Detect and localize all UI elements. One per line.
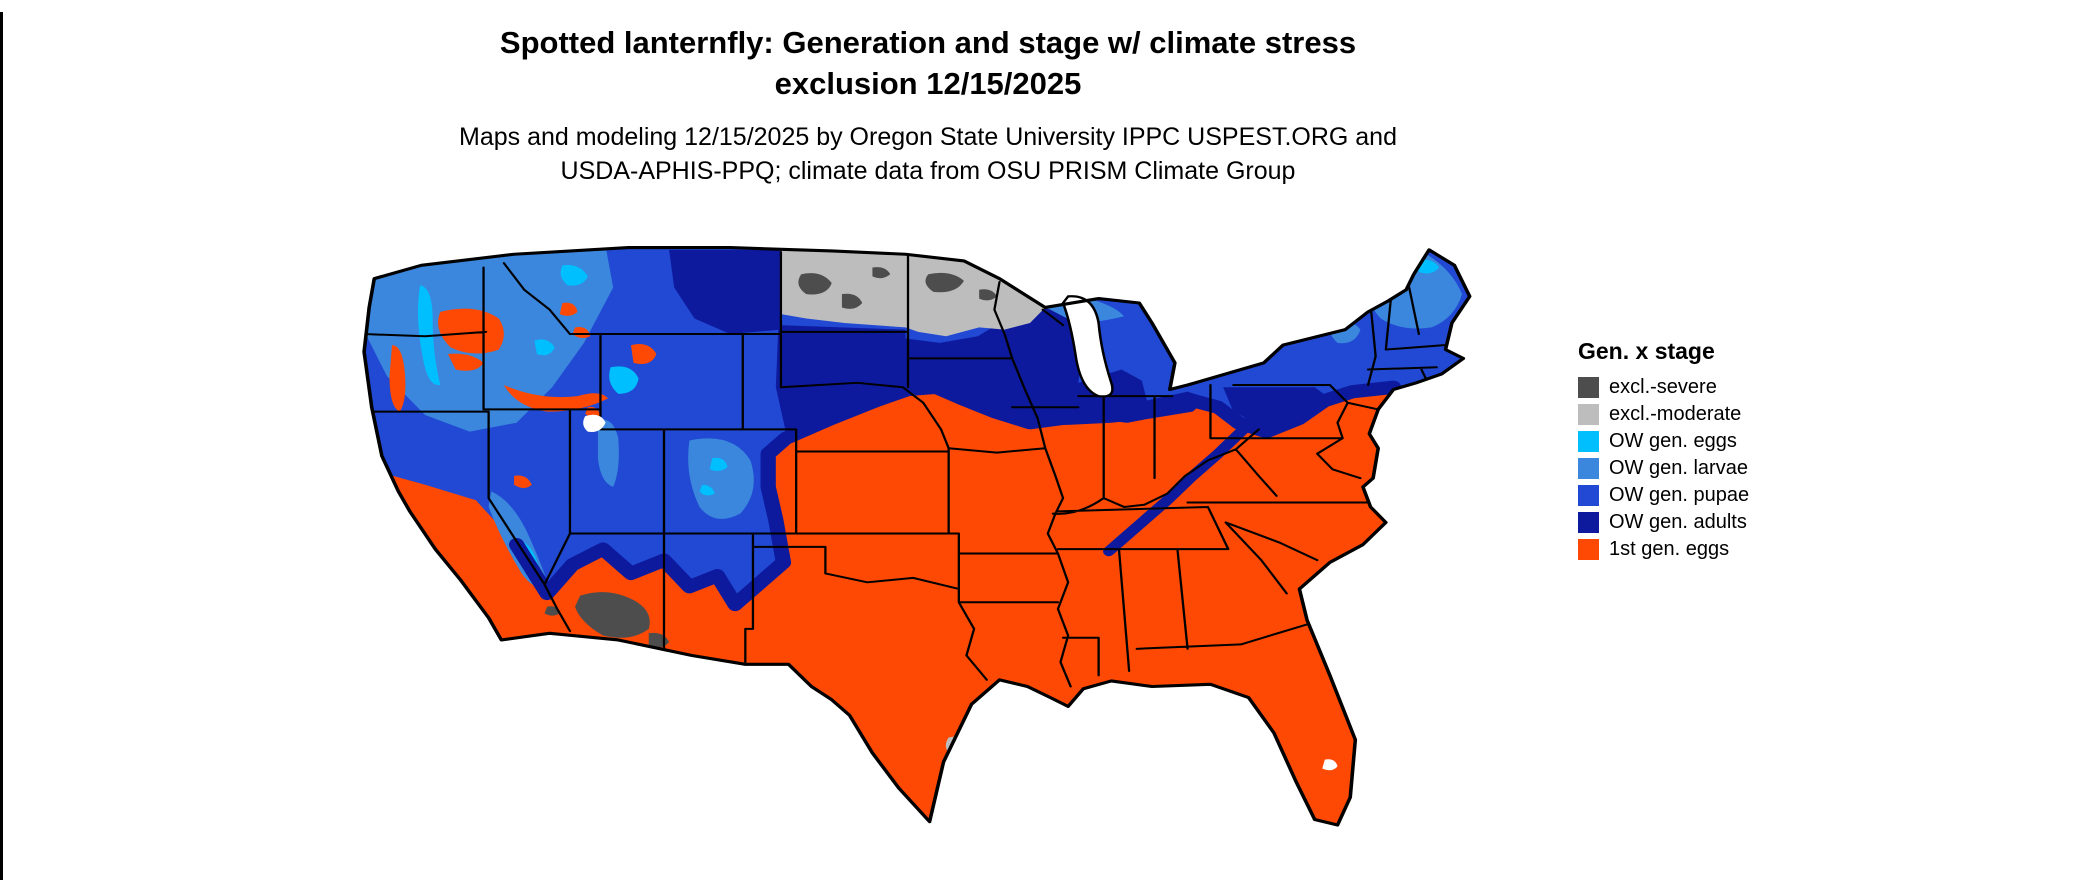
legend-item-label: excl.-severe [1609, 376, 1717, 398]
legend-swatch-ow-larvae [1578, 458, 1599, 479]
region-ow-adults-boundary-band [508, 380, 1402, 612]
region-appalachian-band [1103, 424, 1250, 557]
legend-item-label: OW gen. adults [1609, 511, 1747, 533]
legend-item-label: excl.-moderate [1609, 403, 1742, 425]
region-west-valley-orange-patches [389, 302, 657, 489]
great-salt-lake [583, 414, 606, 432]
legend-item-label: OW gen. larvae [1609, 457, 1748, 479]
legend-item: 1st gen. eggs [1578, 539, 1749, 560]
page-title: Spotted lanternfly: Generation and stage… [0, 22, 1856, 104]
legend-swatch-ow-eggs [1578, 431, 1599, 452]
legend-item-label: OW gen. eggs [1609, 430, 1737, 452]
legend-item: excl.-moderate [1578, 404, 1749, 425]
subtitle-line-2: USDA-APHIS-PPQ; climate data from OSU PR… [560, 157, 1296, 185]
legend-swatch-excl-severe [1578, 377, 1599, 398]
legend-title: Gen. x stage [1578, 338, 1715, 364]
legend-item: OW gen. eggs [1578, 431, 1749, 452]
region-ow-larvae [364, 247, 1463, 590]
legend-swatch-first-gen-eggs [1578, 539, 1599, 560]
subtitle-line-1: Maps and modeling 12/15/2025 by Oregon S… [459, 123, 1397, 151]
us-map [362, 246, 1472, 827]
region-excl-moderate [780, 247, 1046, 758]
legend-item: OW gen. larvae [1578, 458, 1749, 479]
us-outline [362, 246, 1472, 827]
left-edge-line [0, 12, 3, 880]
title-line-1: Spotted lanternfly: Generation and stage… [499, 25, 1357, 60]
page-subtitle: Maps and modeling 12/15/2025 by Oregon S… [0, 120, 1856, 188]
legend: Gen. x stage excl.-severe excl.-moderate… [1578, 338, 1749, 566]
region-excl-severe [544, 267, 997, 649]
legend-item: OW gen. adults [1578, 512, 1749, 533]
region-ow-adults [669, 249, 1330, 439]
state-borders [364, 251, 1446, 688]
legend-item: OW gen. pupae [1578, 485, 1749, 506]
legend-item-label: OW gen. pupae [1609, 484, 1750, 506]
legend-item-label: 1st gen. eggs [1609, 538, 1730, 560]
legend-swatch-excl-moderate [1578, 404, 1599, 425]
legend-item: excl.-severe [1578, 377, 1749, 398]
title-line-2: exclusion 12/15/2025 [774, 66, 1082, 101]
lake-okeechobee [1322, 759, 1338, 771]
legend-swatch-ow-adults [1578, 512, 1599, 533]
legend-swatch-ow-pupae [1578, 485, 1599, 506]
lake-michigan [1061, 295, 1114, 398]
